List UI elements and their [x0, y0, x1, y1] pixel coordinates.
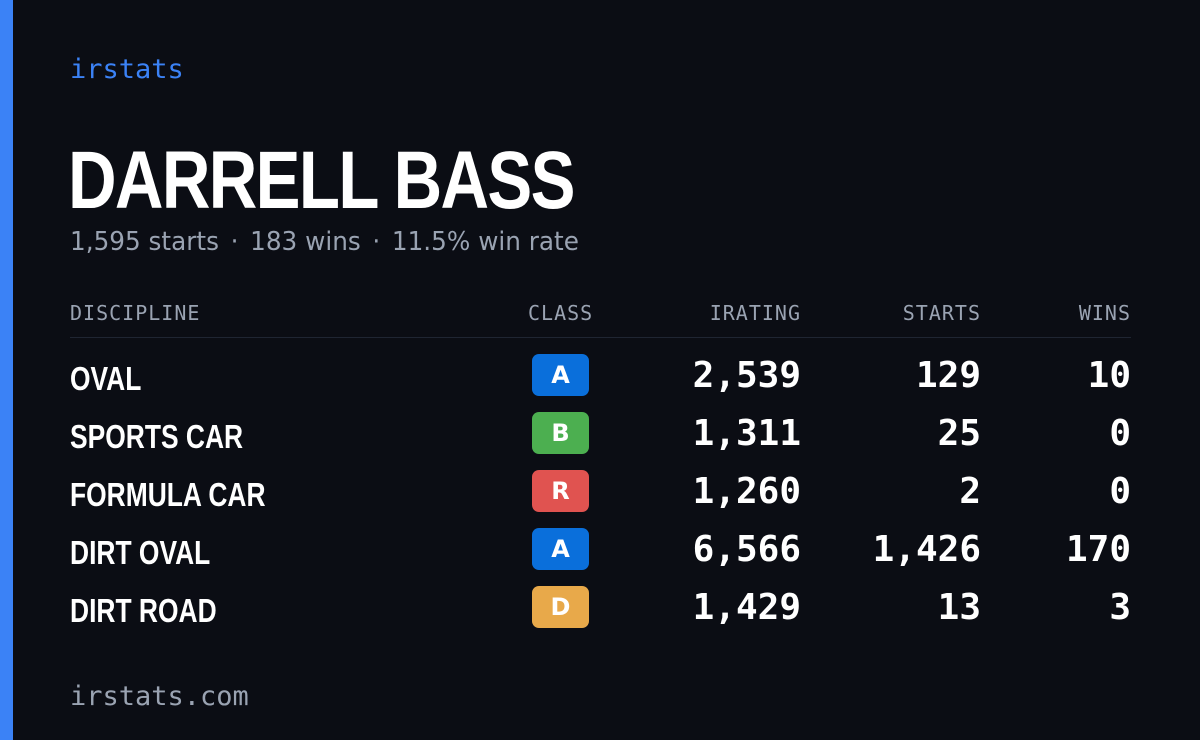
table-row: SPORTS CAR B 1,311 25 0 — [70, 412, 1131, 470]
driver-name: DARRELL BASS — [68, 135, 575, 226]
table-row: FORMULA CAR R 1,260 2 0 — [70, 470, 1131, 528]
discipline-label: DIRT ROAD — [70, 592, 217, 629]
table-row: DIRT ROAD D 1,429 13 3 — [70, 586, 1131, 644]
class-badge: R — [532, 470, 589, 512]
class-badge: A — [532, 354, 589, 396]
driver-summary: 1,595 starts · 183 wins · 11.5% win rate — [70, 229, 579, 255]
class-badge: A — [532, 528, 589, 570]
starts-value: 129 — [915, 355, 981, 396]
starts-value: 13 — [937, 587, 981, 628]
header-wins: WINS — [1078, 301, 1131, 325]
header-starts: STARTS — [902, 301, 981, 325]
class-badge: D — [532, 586, 589, 628]
discipline-label: SPORTS CAR — [70, 418, 244, 455]
wins-value: 0 — [1109, 413, 1131, 454]
wins-value: 170 — [1065, 529, 1131, 570]
discipline-label: DIRT OVAL — [70, 534, 211, 571]
summary-separator: · — [372, 227, 381, 257]
irating-value: 1,429 — [692, 587, 801, 628]
header-discipline: DISCIPLINE — [70, 301, 201, 325]
table-row: DIRT OVAL A 6,566 1,426 170 — [70, 528, 1131, 586]
summary-separator: · — [230, 227, 239, 257]
summary-win-rate: 11.5% win rate — [391, 227, 579, 257]
starts-value: 25 — [937, 413, 981, 454]
irating-value: 1,260 — [692, 471, 801, 512]
summary-wins: 183 wins — [250, 227, 361, 257]
discipline-label: OVAL — [70, 360, 142, 397]
footer-url: irstats.com — [70, 681, 249, 712]
irating-value: 6,566 — [692, 529, 801, 570]
wins-value: 0 — [1109, 471, 1131, 512]
accent-bar — [0, 0, 13, 740]
irating-value: 1,311 — [692, 413, 801, 454]
table-row: OVAL A 2,539 129 10 — [70, 354, 1131, 412]
wins-value: 3 — [1109, 587, 1131, 628]
table-header: DISCIPLINE CLASS IRATING STARTS WINS — [70, 297, 1131, 338]
wins-value: 10 — [1087, 355, 1131, 396]
summary-starts: 1,595 starts — [70, 227, 219, 257]
starts-value: 1,426 — [872, 529, 981, 570]
discipline-label: FORMULA CAR — [70, 476, 266, 513]
irating-value: 2,539 — [692, 355, 801, 396]
starts-value: 2 — [959, 471, 981, 512]
discipline-table: DISCIPLINE CLASS IRATING STARTS WINS OVA… — [70, 297, 1131, 628]
brand-logo: irstats — [70, 54, 184, 85]
class-badge: B — [532, 412, 589, 454]
header-class: CLASS — [528, 301, 594, 325]
header-irating: IRATING — [709, 301, 801, 325]
